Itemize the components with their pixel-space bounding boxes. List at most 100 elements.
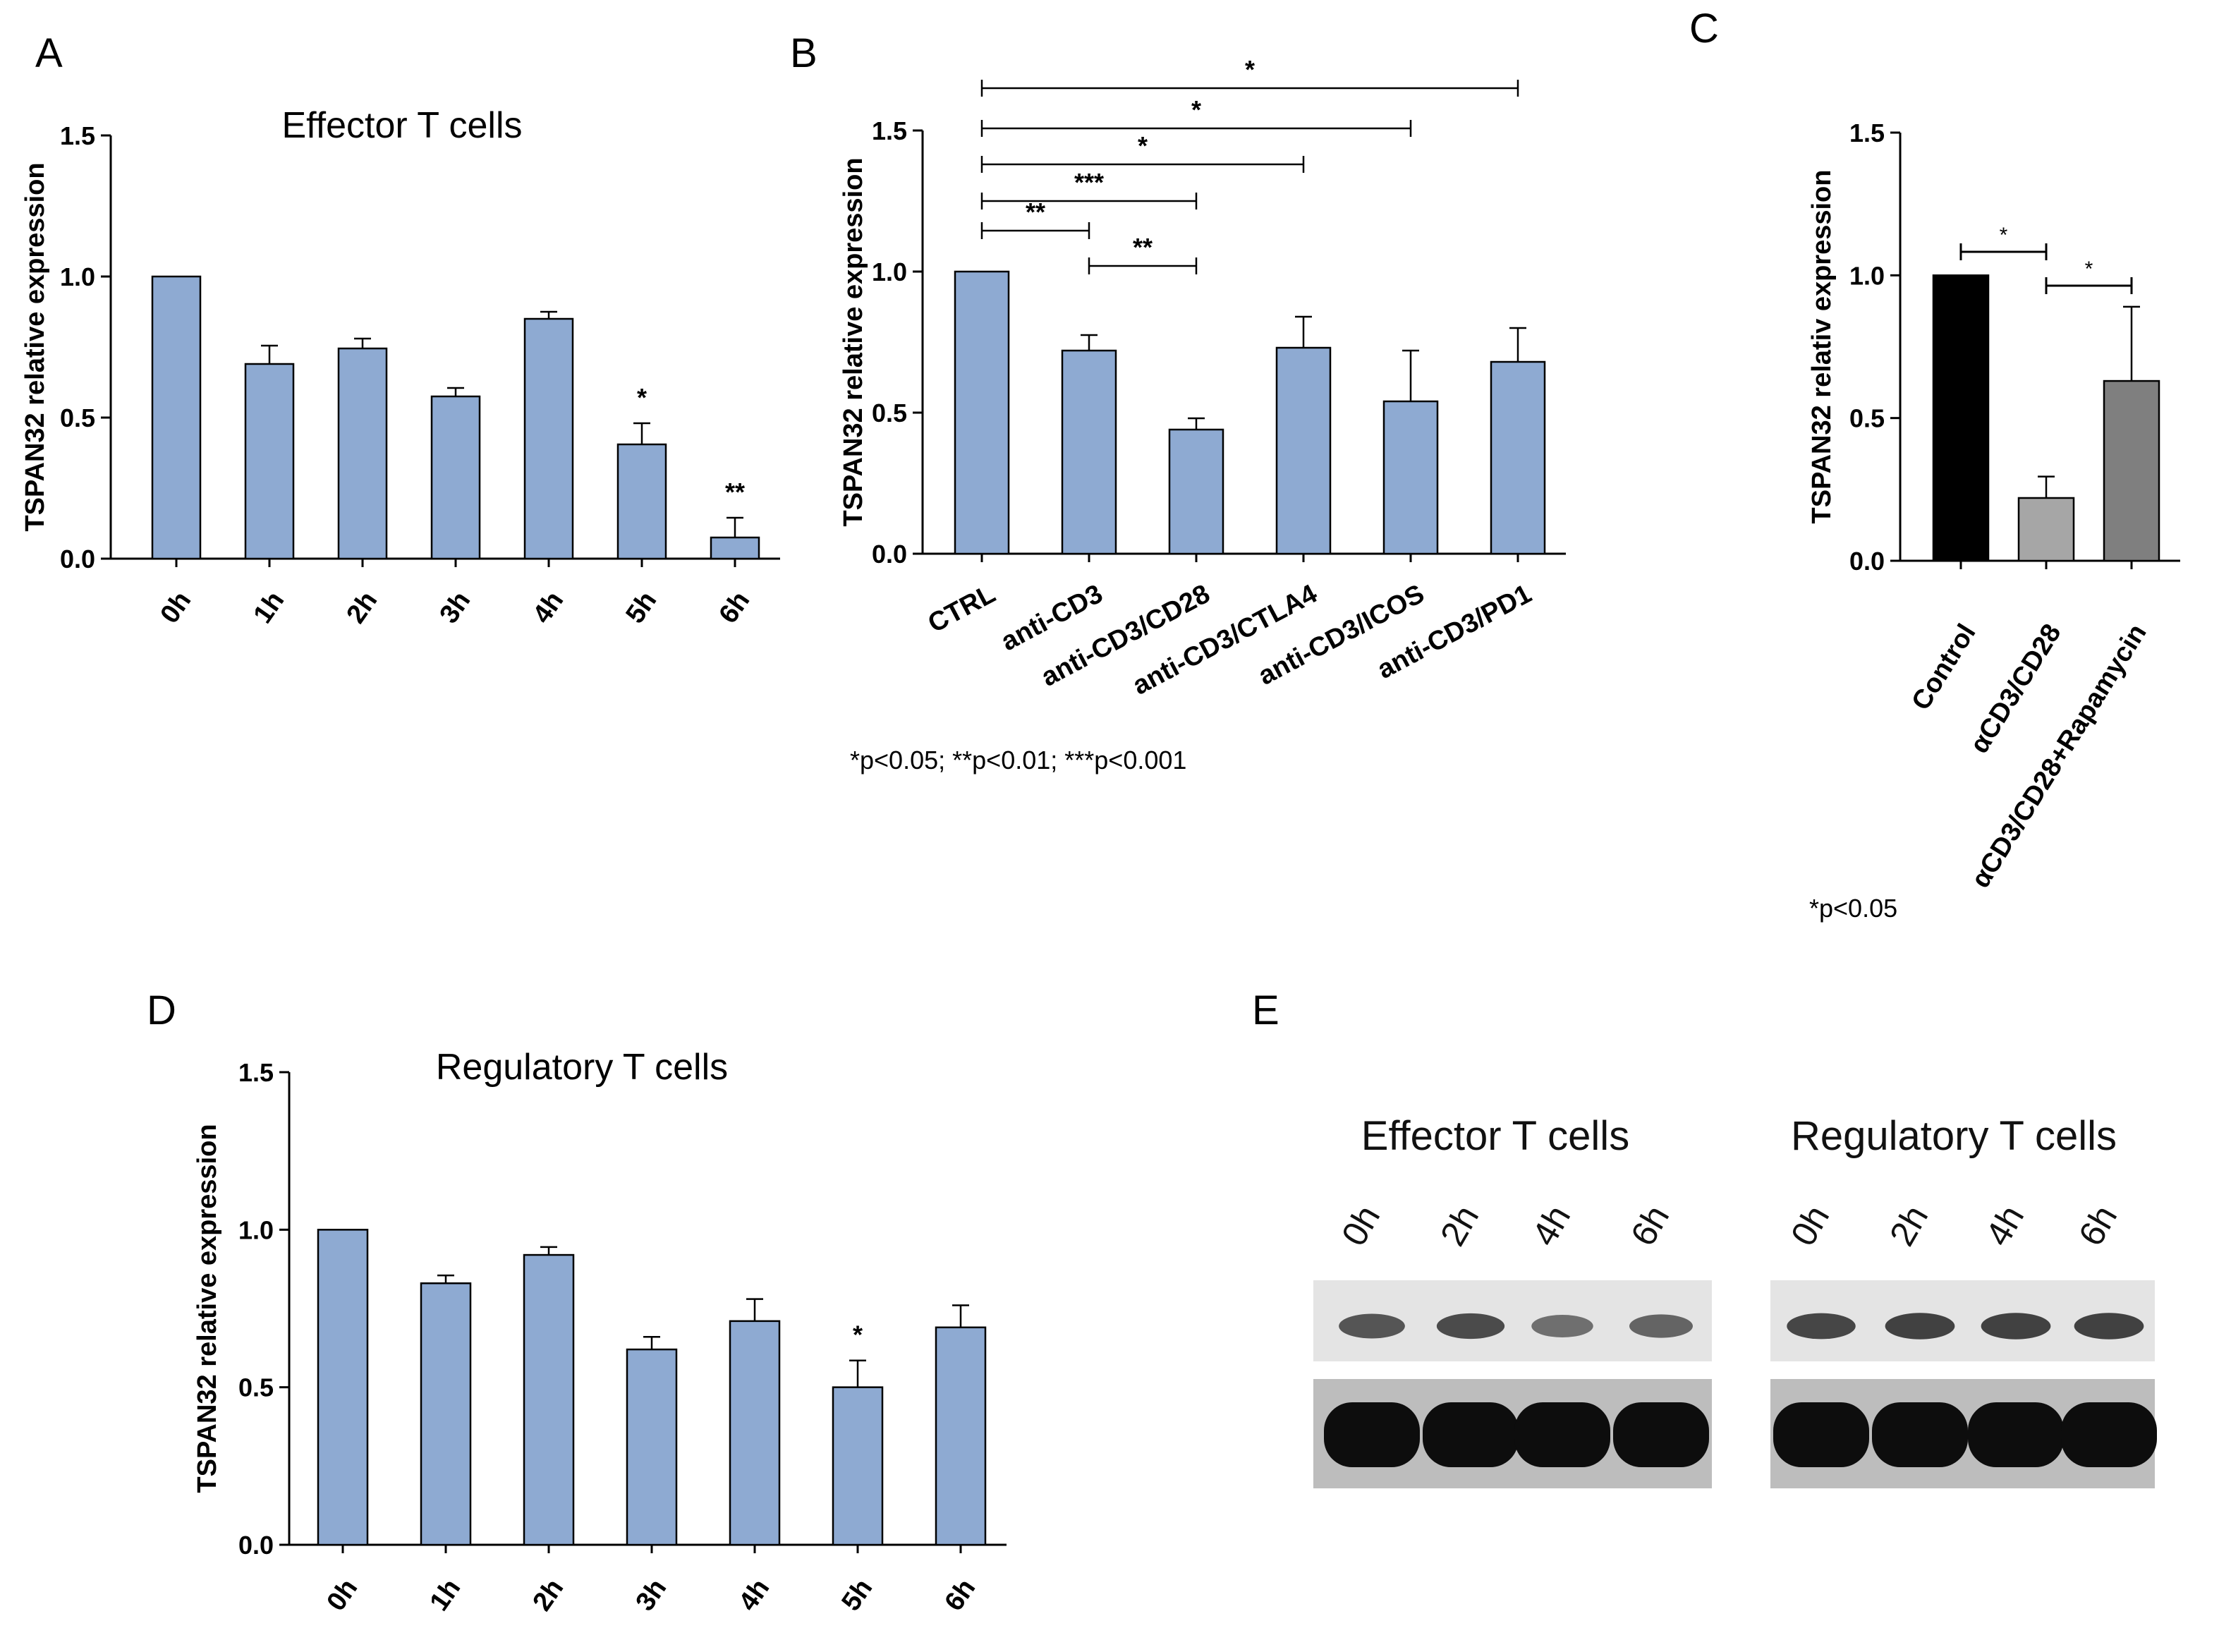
bracket-label: * [1245,55,1255,84]
lane-label: 0h [1334,1198,1387,1252]
bar [1932,274,1990,562]
bar [523,1253,575,1546]
y-axis-title: TSPAN32 relative expression [193,1124,222,1493]
x-tick-label: 3h [434,586,477,628]
chart-effector-timecourse: 0.0 0.5 1.0 1.5 TSPAN32 relative expression E… [20,105,780,628]
bracket-label: * [2085,257,2093,281]
y-tick-label: 1.5 [60,121,95,150]
bar [626,1348,678,1546]
bar [710,536,760,560]
x-tick-label: αCD3/CD28+Rapamycin [1966,619,2153,894]
y-tick-label: 0.5 [872,399,907,427]
bar [244,363,295,560]
x-tick-label: anti-CD3/CTLA4 [1128,579,1322,701]
x-tick-label: 0h [155,586,197,628]
protein-band [1436,1313,1505,1340]
x-tick-label: CTRL [923,579,1000,639]
y-axis-title: TSPAN32 relative expression [20,162,50,531]
panel-letter: E [1252,988,1279,1033]
blot-group-title: Regulatory T cells [1791,1113,2117,1159]
bar [523,317,574,560]
blot-group-title: Effector T cells [1361,1113,1629,1159]
y-axis-title: TSPAN32 relativ expression [1807,170,1837,524]
y-tick-label: 1.0 [872,257,907,286]
x-tick-label: 5h [621,586,663,628]
significance-legend: *p<0.05 [1809,894,1897,923]
bar [430,395,481,560]
x-tick-label: 2h [528,1574,570,1616]
y-tick-label: 0.0 [1849,547,1885,576]
bar [1061,349,1117,555]
panel-letter: B [790,30,817,76]
y-tick-label: 1.5 [1849,119,1885,147]
y-tick-label: 1.0 [238,1215,274,1244]
x-tick-label: 1h [248,586,291,628]
chart-rapamycin: 0.0 0.5 1.0 1.5 TSPAN32 relativ expression Co… [1807,119,2180,893]
lane-label: 4h [1524,1198,1578,1252]
x-tick-label: 1h [425,1574,467,1616]
panel-letter: D [147,988,176,1033]
protein-band [1531,1315,1593,1337]
loading-control-band [1613,1402,1709,1467]
protein-band [1339,1313,1405,1339]
y-tick-label: 1.5 [872,116,907,145]
bar [729,1320,781,1546]
lane-label: 2h [1882,1198,1935,1252]
lane-label: 0h [1783,1198,1837,1252]
y-tick-label: 1.5 [238,1058,274,1087]
bar [1275,346,1332,555]
significance-mark: * [853,1320,863,1349]
chart-title: Regulatory T cells [436,1047,728,1088]
bar [935,1326,987,1546]
loading-control-band [1324,1402,1420,1467]
y-tick-label: 0.0 [238,1531,274,1560]
loading-control-band [1514,1402,1610,1467]
bracket-label: * [2000,224,2008,247]
lane-label: 2h [1433,1198,1486,1252]
protein-band [2074,1313,2144,1340]
loading-control-band [1773,1402,1869,1467]
bar [2103,379,2160,562]
bar [151,275,202,560]
x-tick-label: 5h [837,1574,879,1616]
significance-mark: * [637,383,647,412]
y-tick-label: 0.0 [60,545,95,573]
panel-letter: C [1689,6,1719,51]
protein-band [1981,1313,2051,1340]
loading-control-band [2061,1402,2157,1467]
lane-label: 6h [1623,1198,1677,1252]
lane-label: 4h [1978,1198,2031,1252]
bracket-label: * [1191,95,1201,124]
y-tick-label: 0.5 [60,403,95,432]
protein-band [1787,1313,1856,1340]
significance-mark: ** [725,478,745,506]
y-tick-label: 0.0 [872,540,907,569]
bar [1490,360,1546,555]
bar [954,270,1010,555]
bracket-label: ** [1133,233,1153,262]
x-tick-label: Control [1906,619,1981,716]
x-tick-label: 3h [631,1574,673,1616]
bar [832,1386,884,1546]
lane-label: 6h [2071,1198,2124,1252]
y-tick-label: 1.0 [1849,261,1885,290]
x-tick-label: 4h [734,1574,776,1616]
western-blot: Effector T cells 0h 2h 4h 6h Regulatory T cel… [1313,1113,2157,1488]
panel-letter: A [35,30,63,76]
bar [337,347,388,560]
bar [317,1229,369,1546]
bar [1382,400,1439,555]
chart-title: Effector T cells [281,105,522,146]
bar [420,1282,472,1546]
y-axis-title: TSPAN32 relative expression [839,157,868,526]
protein-band [1885,1313,1955,1340]
bar [616,443,667,560]
loading-control-band [1423,1402,1519,1467]
x-tick-label: 0h [322,1574,364,1616]
chart-regulatory-timecourse: 0.0 0.5 1.0 1.5 TSPAN32 relative expression R… [193,1047,1007,1616]
loading-control-band [1872,1402,1968,1467]
bar [2017,497,2075,562]
x-tick-label: 6h [940,1574,982,1616]
